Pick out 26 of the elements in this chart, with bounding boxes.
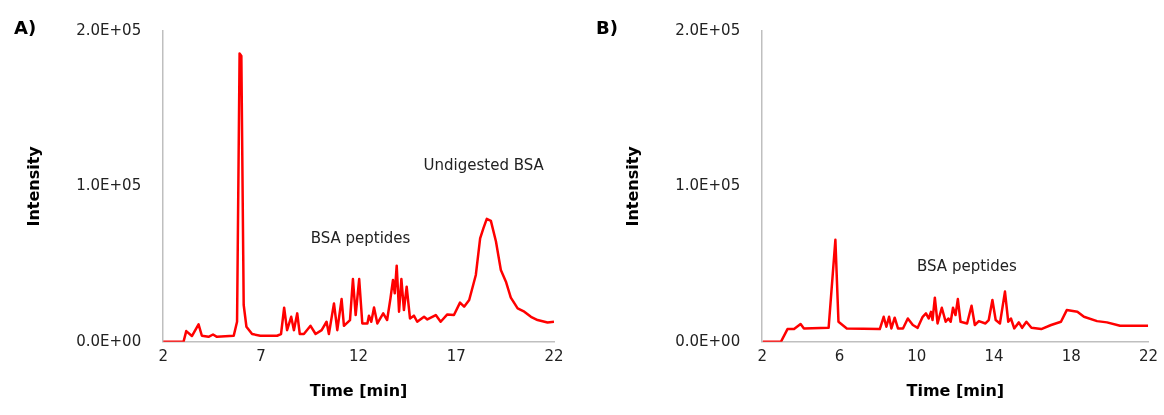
annotation: BSA peptides xyxy=(917,257,1017,276)
y-tick-label: 2.0E+05 xyxy=(675,20,741,39)
x-tick-label: 17 xyxy=(446,346,466,365)
x-tick-label: 7 xyxy=(256,346,266,365)
y-axis-title: Intensity xyxy=(23,145,43,227)
chart-title: A) xyxy=(14,16,37,38)
x-tick-label: 2 xyxy=(158,346,168,365)
y-tick-label: 1.0E+05 xyxy=(675,176,741,195)
x-tick-label: 22 xyxy=(544,346,564,365)
annotation: BSA peptides xyxy=(310,229,411,248)
x-tick-label: 18 xyxy=(1061,346,1081,365)
y-tick-label: 0.0E+00 xyxy=(76,331,142,350)
x-tick-label: 2 xyxy=(757,346,767,365)
x-axis-title: Time [min] xyxy=(906,380,1005,400)
x-axis-title: Time [min] xyxy=(309,380,408,400)
annotation: Undigested BSA xyxy=(423,156,545,175)
x-tick-label: 14 xyxy=(984,346,1004,365)
y-axis-title: Intensity xyxy=(622,145,642,227)
y-tick-label: 0.0E+00 xyxy=(675,331,741,350)
text: B) xyxy=(596,16,618,38)
x-tick-label: 12 xyxy=(349,346,369,365)
x-tick-label: 10 xyxy=(907,346,927,365)
x-tick-label: 6 xyxy=(834,346,845,365)
y-tick-label: 1.0E+05 xyxy=(76,176,142,195)
y-tick-label: 2.0E+05 xyxy=(76,20,142,39)
x-tick-label: 22 xyxy=(1138,346,1158,365)
